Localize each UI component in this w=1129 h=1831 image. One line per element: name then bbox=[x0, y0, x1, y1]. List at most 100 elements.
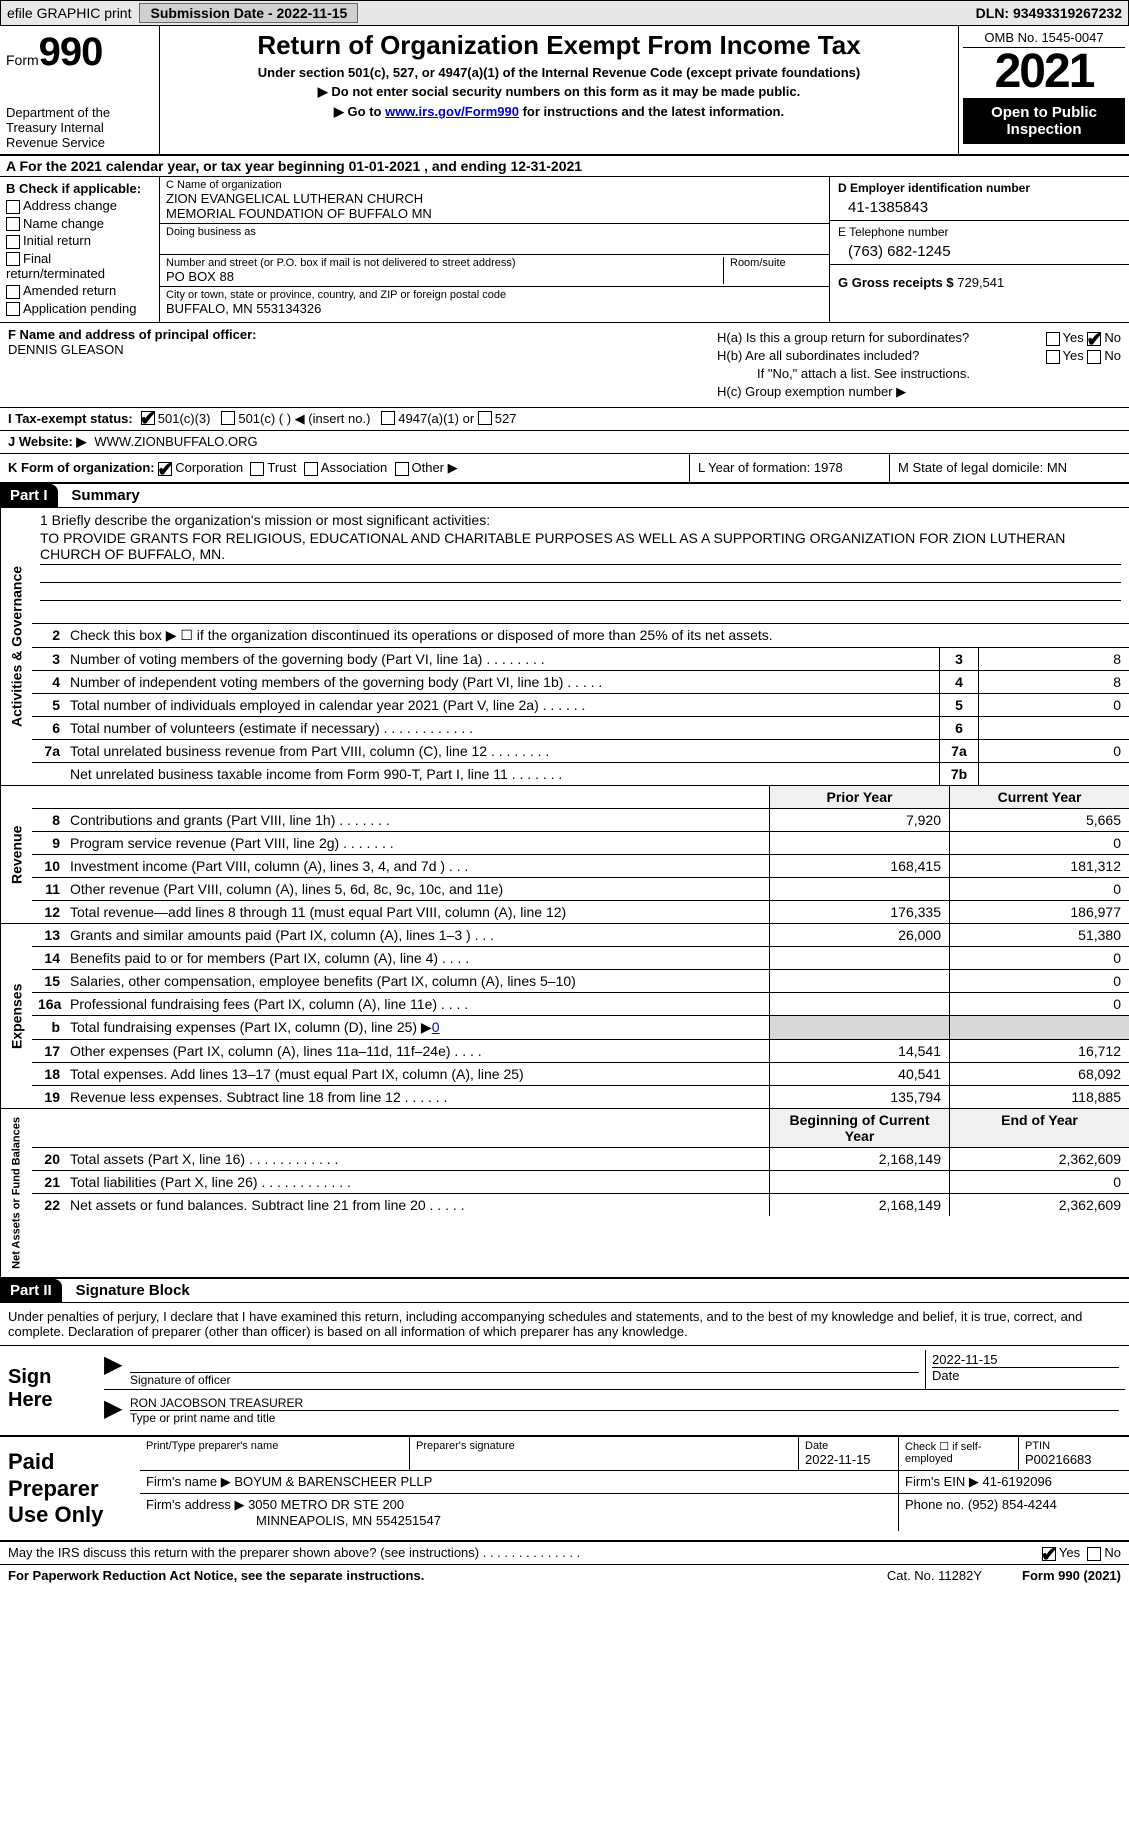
chk-name-change[interactable] bbox=[6, 217, 20, 231]
chk-corp[interactable] bbox=[158, 462, 172, 476]
paperwork-notice: For Paperwork Reduction Act Notice, see … bbox=[8, 1568, 424, 1583]
top-bar: efile GRAPHIC print Submission Date - 20… bbox=[0, 0, 1129, 26]
section-bcd: B Check if applicable: Address change Na… bbox=[0, 177, 1129, 323]
addr-value: PO BOX 88 bbox=[166, 269, 723, 284]
dba-label: Doing business as bbox=[166, 226, 823, 238]
sig-date: 2022-11-15 bbox=[932, 1352, 1119, 1367]
tel-label: E Telephone number bbox=[838, 225, 1121, 239]
form-label: Form bbox=[6, 52, 39, 68]
cat-no: Cat. No. 11282Y bbox=[887, 1568, 982, 1583]
sig-officer-label: Signature of officer bbox=[130, 1372, 919, 1387]
irs-link[interactable]: www.irs.gov/Form990 bbox=[385, 104, 519, 119]
chk-hb-yes[interactable] bbox=[1046, 350, 1060, 364]
row-fh: F Name and address of principal officer:… bbox=[0, 323, 1129, 408]
bottom-row: For Paperwork Reduction Act Notice, see … bbox=[0, 1565, 1129, 1586]
form-title: Return of Organization Exempt From Incom… bbox=[168, 30, 950, 61]
ein-label: D Employer identification number bbox=[838, 181, 1121, 195]
tax-year: 2021 bbox=[963, 48, 1125, 96]
part1-badge: Part I bbox=[0, 484, 58, 507]
chk-app-pending[interactable] bbox=[6, 302, 20, 316]
ha-label: H(a) Is this a group return for subordin… bbox=[717, 330, 969, 345]
val-7b bbox=[979, 763, 1129, 785]
chk-ha-yes[interactable] bbox=[1046, 332, 1060, 346]
mission-block: 1 Briefly describe the organization's mi… bbox=[32, 508, 1129, 624]
year-formation: L Year of formation: 1978 bbox=[689, 454, 889, 482]
chk-amended[interactable] bbox=[6, 285, 20, 299]
chk-4947[interactable] bbox=[381, 411, 395, 425]
chk-501c[interactable] bbox=[221, 411, 235, 425]
website-value: WWW.ZIONBUFFALO.ORG bbox=[94, 434, 257, 450]
net-assets-section: Net Assets or Fund Balances Beginning of… bbox=[0, 1109, 1129, 1279]
fundraising-link[interactable]: 0 bbox=[432, 1019, 440, 1035]
header-right: OMB No. 1545-0047 2021 Open to Public In… bbox=[959, 26, 1129, 154]
state-domicile: M State of legal domicile: MN bbox=[889, 454, 1129, 482]
efile-label: efile GRAPHIC print bbox=[7, 5, 131, 21]
header-left: Form990 Department of the Treasury Inter… bbox=[0, 26, 160, 154]
revenue-section: Revenue Prior YearCurrent Year 8Contribu… bbox=[0, 786, 1129, 924]
form-header: Form990 Department of the Treasury Inter… bbox=[0, 26, 1129, 156]
firm-addr2: MINNEAPOLIS, MN 554251547 bbox=[146, 1513, 892, 1528]
chk-final-return[interactable] bbox=[6, 252, 20, 266]
arrow-icon: ▶ bbox=[104, 1350, 124, 1389]
city-label: City or town, state or province, country… bbox=[166, 289, 823, 301]
val-7a: 0 bbox=[979, 740, 1129, 762]
submission-date: Submission Date - 2022-11-15 bbox=[139, 3, 358, 23]
part2-badge: Part II bbox=[0, 1279, 62, 1302]
val-5: 0 bbox=[979, 694, 1129, 716]
chk-discuss-yes[interactable] bbox=[1042, 1547, 1056, 1561]
gross-value: 729,541 bbox=[957, 275, 1004, 290]
form-footer: Form 990 (2021) bbox=[1022, 1568, 1121, 1583]
chk-initial-return[interactable] bbox=[6, 235, 20, 249]
firm-name: BOYUM & BARENSCHEER PLLP bbox=[234, 1474, 432, 1489]
addr-label: Number and street (or P.O. box if mail i… bbox=[166, 257, 723, 269]
tel-value: (763) 682-1245 bbox=[838, 239, 1121, 260]
col-d-info: D Employer identification number 41-1385… bbox=[829, 177, 1129, 322]
org-name-label: C Name of organization bbox=[166, 179, 823, 191]
paid-preparer-block: Paid Preparer Use Only Print/Type prepar… bbox=[0, 1437, 1129, 1542]
val-6 bbox=[979, 717, 1129, 739]
chk-discuss-no[interactable] bbox=[1087, 1547, 1101, 1561]
row-a-tax-year: A For the 2021 calendar year, or tax yea… bbox=[0, 156, 1129, 177]
chk-other[interactable] bbox=[395, 462, 409, 476]
org-name-2: MEMORIAL FOUNDATION OF BUFFALO MN bbox=[166, 206, 823, 221]
val-4: 8 bbox=[979, 671, 1129, 693]
form-number: 990 bbox=[39, 30, 103, 74]
row-k: K Form of organization: Corporation Trus… bbox=[0, 454, 1129, 484]
part2-header-row: Part II Signature Block bbox=[0, 1279, 1129, 1303]
sig-name-label: Type or print name and title bbox=[130, 1410, 1119, 1425]
sign-here-label: Sign Here bbox=[0, 1346, 100, 1435]
side-net-assets: Net Assets or Fund Balances bbox=[0, 1109, 32, 1277]
mission-text: TO PROVIDE GRANTS FOR RELIGIOUS, EDUCATI… bbox=[40, 528, 1121, 565]
chk-assoc[interactable] bbox=[304, 462, 318, 476]
signature-declaration: Under penalties of perjury, I declare th… bbox=[0, 1303, 1129, 1346]
chk-ha-no[interactable] bbox=[1087, 332, 1101, 346]
part1-header-row: Part I Summary bbox=[0, 484, 1129, 508]
hb-label: H(b) Are all subordinates included? bbox=[717, 348, 919, 363]
ein-value: 41-1385843 bbox=[838, 195, 1121, 216]
chk-trust[interactable] bbox=[250, 462, 264, 476]
row-i-tax-status: I Tax-exempt status: 501(c)(3) 501(c) ( … bbox=[0, 408, 1129, 431]
side-expenses: Expenses bbox=[0, 924, 32, 1108]
form-note1: ▶ Do not enter social security numbers o… bbox=[168, 84, 950, 100]
dept-label: Department of the Treasury Internal Reve… bbox=[6, 105, 153, 150]
paid-preparer-label: Paid Preparer Use Only bbox=[0, 1437, 140, 1540]
dln: DLN: 93493319267232 bbox=[976, 5, 1122, 21]
room-label: Room/suite bbox=[730, 257, 823, 269]
firm-addr1: 3050 METRO DR STE 200 bbox=[248, 1497, 404, 1512]
chk-501c3[interactable] bbox=[141, 411, 155, 425]
line2: Check this box ▶ ☐ if the organization d… bbox=[66, 624, 1129, 647]
form-note2: ▶ Go to www.irs.gov/Form990 for instruct… bbox=[168, 104, 950, 120]
mission-label: 1 Briefly describe the organization's mi… bbox=[40, 512, 1121, 528]
part2-title: Signature Block bbox=[66, 1279, 200, 1302]
col-b-title: B Check if applicable: bbox=[6, 181, 153, 196]
city-value: BUFFALO, MN 553134326 bbox=[166, 301, 823, 316]
col-c-org-info: C Name of organization ZION EVANGELICAL … bbox=[160, 177, 829, 322]
discuss-row: May the IRS discuss this return with the… bbox=[0, 1542, 1129, 1565]
chk-address-change[interactable] bbox=[6, 200, 20, 214]
ptin-value: P00216683 bbox=[1025, 1452, 1123, 1467]
chk-hb-no[interactable] bbox=[1087, 350, 1101, 364]
chk-527[interactable] bbox=[478, 411, 492, 425]
header-center: Return of Organization Exempt From Incom… bbox=[160, 26, 959, 154]
col-curr: Current Year bbox=[949, 786, 1129, 808]
officer-name: DENNIS GLEASON bbox=[8, 342, 701, 357]
